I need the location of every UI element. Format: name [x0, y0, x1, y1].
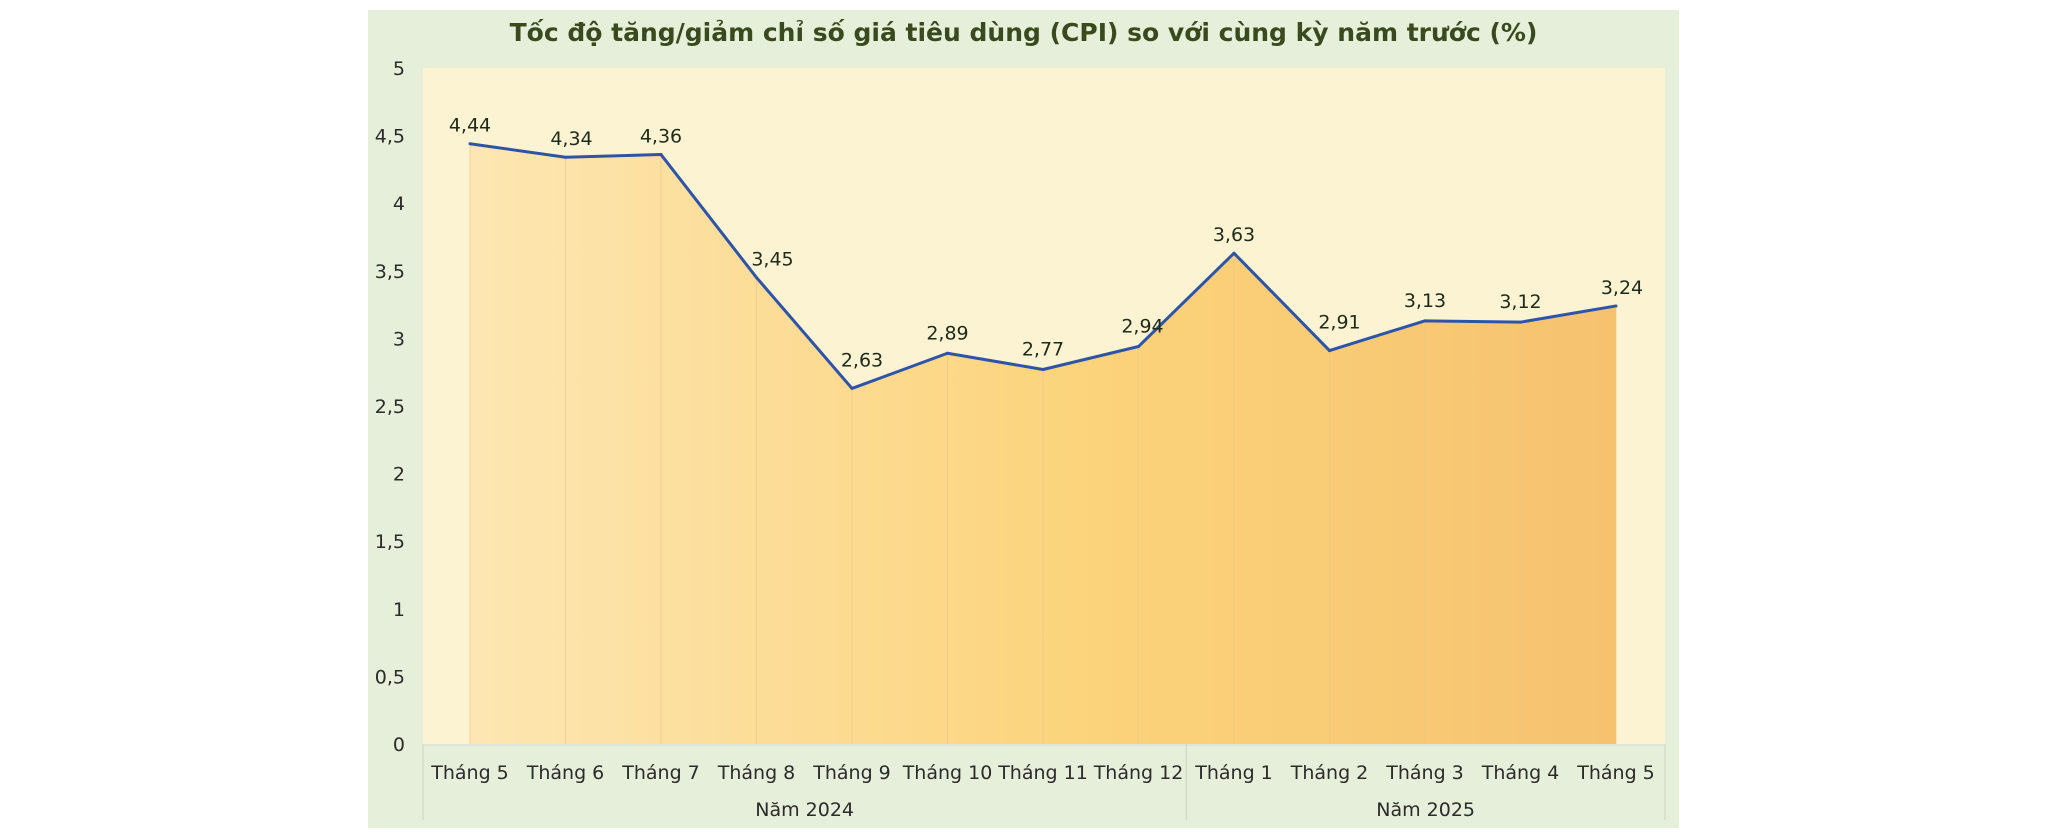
data-point — [1137, 345, 1140, 349]
y-tick-label: 1,5 — [375, 531, 405, 553]
data-label: 4,34 — [550, 128, 592, 150]
x-tick-label: Tháng 8 — [717, 762, 796, 784]
group-label: Năm 2024 — [755, 799, 854, 821]
data-label: 2,77 — [1022, 338, 1064, 360]
data-point — [468, 142, 472, 146]
data-label: 2,63 — [841, 349, 883, 371]
data-label: 4,44 — [449, 115, 491, 137]
y-tick-label: 3 — [393, 328, 405, 350]
data-label: 2,91 — [1318, 312, 1360, 334]
y-tick-label: 2 — [393, 464, 405, 486]
data-label: 3,45 — [751, 249, 793, 271]
data-label: 3,13 — [1404, 290, 1446, 312]
y-tick-label: 5 — [393, 58, 405, 80]
x-tick-label: Tháng 6 — [526, 762, 605, 784]
data-label: 2,89 — [926, 322, 968, 344]
data-label: 2,94 — [1121, 316, 1163, 338]
x-tick-label: Tháng 5 — [1576, 762, 1655, 784]
x-tick-label: Tháng 2 — [1290, 762, 1369, 784]
x-tick-label: Tháng 7 — [621, 762, 700, 784]
x-tick-label: Tháng 11 — [997, 762, 1088, 784]
data-point — [1328, 349, 1331, 353]
y-tick-label: 0 — [393, 734, 405, 756]
data-label: 3,12 — [1499, 291, 1541, 313]
data-point — [755, 276, 758, 280]
x-tick-label: Tháng 1 — [1194, 762, 1273, 784]
data-point — [946, 351, 949, 355]
y-tick-label: 4 — [393, 193, 405, 215]
x-tick-label: Tháng 9 — [812, 762, 891, 784]
y-tick-label: 4,5 — [375, 126, 405, 148]
data-point — [659, 153, 663, 157]
data-point — [1614, 304, 1618, 308]
data-point — [564, 155, 567, 159]
y-tick-label: 2,5 — [375, 396, 405, 418]
data-label: 3,24 — [1601, 277, 1643, 299]
data-point — [1519, 320, 1522, 324]
x-tick-label: Tháng 5 — [430, 762, 509, 784]
x-tick-label: Tháng 4 — [1481, 762, 1560, 784]
data-point — [1041, 367, 1045, 371]
data-label: 3,63 — [1213, 224, 1255, 246]
chart-title: Tốc độ tăng/giảm chỉ số giá tiêu dùng (C… — [509, 18, 1538, 47]
data-point — [1423, 319, 1427, 323]
data-label: 4,36 — [640, 126, 682, 148]
y-tick-label: 1 — [393, 599, 405, 621]
y-tick-label: 3,5 — [375, 261, 405, 283]
x-tick-label: Tháng 12 — [1093, 762, 1184, 784]
y-tick-label: 0,5 — [375, 666, 405, 688]
x-tick-label: Tháng 10 — [902, 762, 993, 784]
data-point — [850, 386, 854, 390]
data-point — [1232, 251, 1236, 255]
group-label: Năm 2025 — [1376, 799, 1475, 821]
x-tick-label: Tháng 3 — [1385, 762, 1464, 784]
